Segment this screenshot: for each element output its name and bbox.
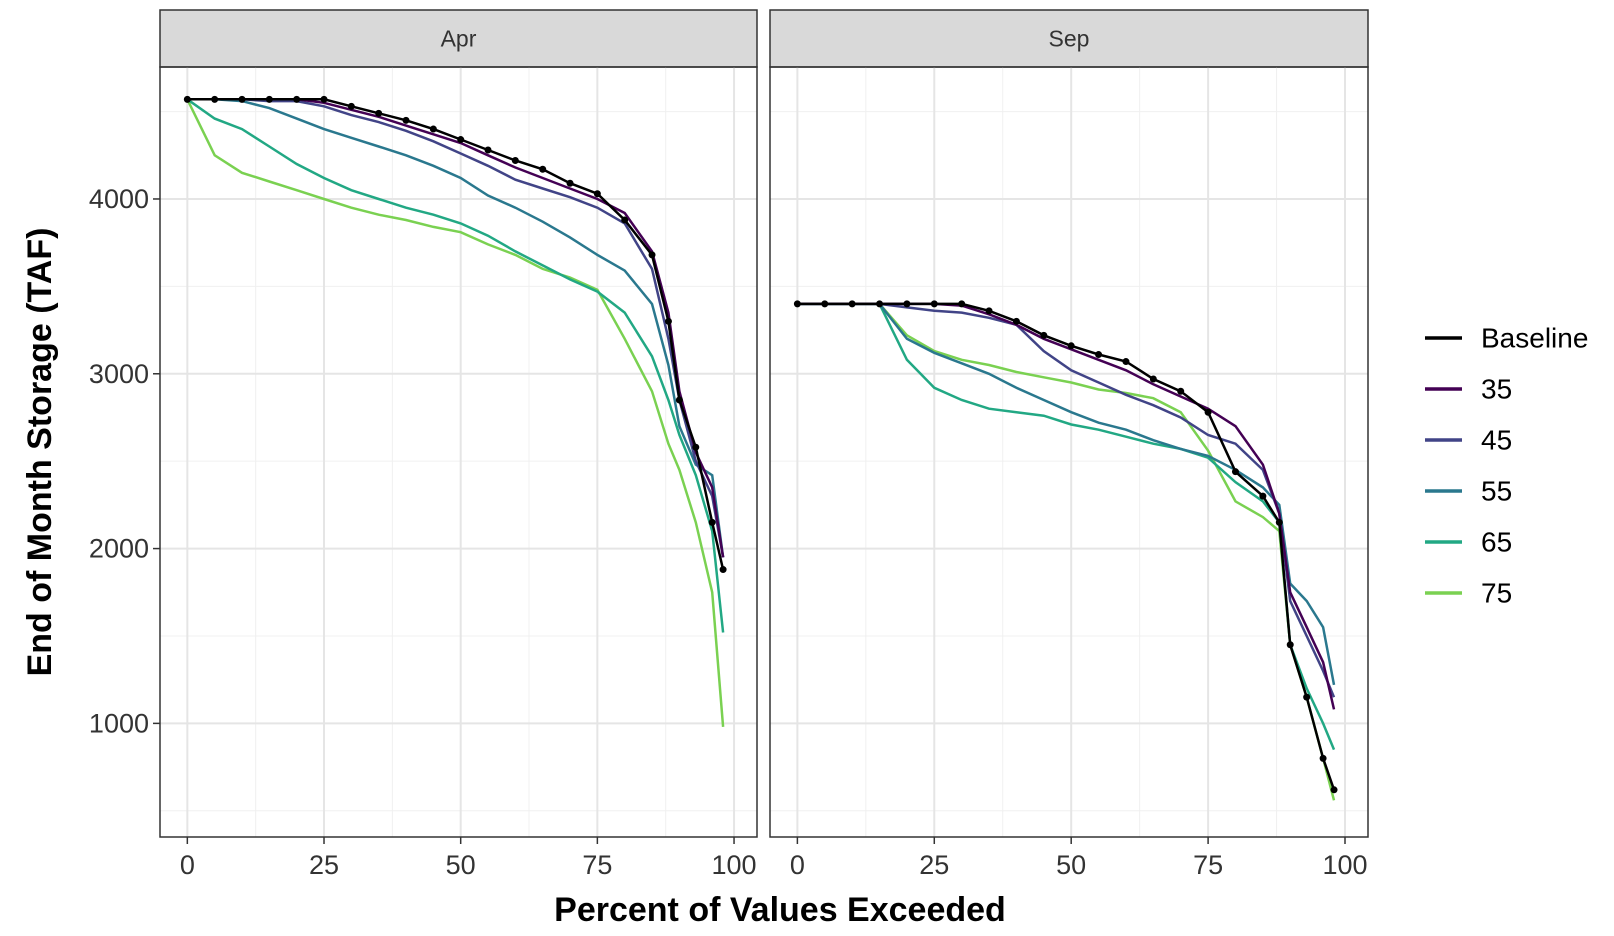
point-marker xyxy=(375,109,383,117)
point-marker xyxy=(511,157,519,165)
point-marker xyxy=(1095,351,1103,359)
point-marker xyxy=(320,95,328,103)
panel-title: Sep xyxy=(1049,26,1090,52)
series-line xyxy=(186,98,725,728)
point-marker xyxy=(484,146,492,154)
point-marker xyxy=(1275,518,1283,526)
legend-label: 35 xyxy=(1481,373,1512,404)
series-line xyxy=(797,302,1336,751)
legend-label: Baseline xyxy=(1481,322,1588,353)
point-marker xyxy=(1330,786,1338,794)
point-marker xyxy=(930,300,938,308)
point-marker xyxy=(238,95,246,103)
point-marker xyxy=(1149,375,1157,383)
point-marker xyxy=(1204,408,1212,416)
y-tick-label: 4000 xyxy=(89,184,149,214)
x-tick-label: 100 xyxy=(712,850,757,880)
point-marker xyxy=(1040,331,1048,339)
point-marker xyxy=(1012,317,1020,325)
series-line xyxy=(187,98,725,558)
x-tick-label: 75 xyxy=(582,850,612,880)
point-marker xyxy=(265,95,273,103)
point-marker xyxy=(402,116,410,124)
point-marker xyxy=(429,125,437,133)
point-marker xyxy=(648,251,656,259)
legend-label: 65 xyxy=(1481,526,1512,557)
point-marker xyxy=(985,307,993,315)
x-tick-label: 0 xyxy=(180,850,195,880)
series-line xyxy=(187,98,725,570)
point-marker xyxy=(958,300,966,308)
x-tick-label: 50 xyxy=(446,850,476,880)
point-marker xyxy=(692,443,700,451)
point-marker xyxy=(708,518,716,526)
series-line xyxy=(797,302,1336,791)
x-tick-label: 50 xyxy=(1056,850,1086,880)
x-tick-label: 100 xyxy=(1322,850,1367,880)
y-tick-label: 1000 xyxy=(89,709,149,739)
point-marker xyxy=(848,300,856,308)
series-line xyxy=(186,98,725,633)
point-marker xyxy=(1319,754,1327,762)
point-marker xyxy=(183,95,191,103)
point-marker xyxy=(293,95,301,103)
y-tick-label: 3000 xyxy=(89,359,149,389)
panel-title: Apr xyxy=(441,26,477,52)
point-marker xyxy=(593,190,601,198)
series-line xyxy=(187,98,725,558)
point-marker xyxy=(664,317,672,325)
x-axis-title: Percent of Values Exceeded xyxy=(554,891,1006,929)
y-axis-title: End of Month Storage (TAF) xyxy=(21,228,59,677)
x-tick-label: 75 xyxy=(1193,850,1223,880)
panel-border xyxy=(769,66,1369,838)
point-marker xyxy=(211,95,219,103)
panel-border xyxy=(159,66,758,838)
point-marker xyxy=(621,216,629,224)
point-marker xyxy=(1303,693,1311,701)
point-marker xyxy=(876,300,884,308)
strip xyxy=(769,9,1369,68)
series-line xyxy=(797,302,1336,710)
series-line xyxy=(797,302,1336,801)
point-marker xyxy=(821,300,829,308)
legend-label: 45 xyxy=(1481,424,1512,455)
series-line xyxy=(187,98,725,558)
strip xyxy=(159,9,758,68)
point-marker xyxy=(1067,342,1075,350)
point-marker xyxy=(539,165,547,173)
x-tick-label: 0 xyxy=(790,850,805,880)
y-tick-label: 2000 xyxy=(89,534,149,564)
point-marker xyxy=(457,136,465,144)
point-marker xyxy=(1122,358,1130,366)
x-tick-label: 25 xyxy=(919,850,949,880)
x-tick-label: 25 xyxy=(309,850,339,880)
legend-label: 55 xyxy=(1481,475,1512,506)
point-marker xyxy=(566,179,574,187)
point-marker xyxy=(1259,492,1267,500)
legend-label: 75 xyxy=(1481,577,1512,608)
series-line xyxy=(797,302,1336,698)
point-marker xyxy=(719,566,727,574)
point-marker xyxy=(1231,468,1239,476)
point-marker xyxy=(347,102,355,110)
point-marker xyxy=(1286,641,1294,649)
point-marker xyxy=(793,300,801,308)
point-marker xyxy=(1177,387,1185,395)
point-marker xyxy=(903,300,911,308)
point-marker xyxy=(675,396,683,404)
